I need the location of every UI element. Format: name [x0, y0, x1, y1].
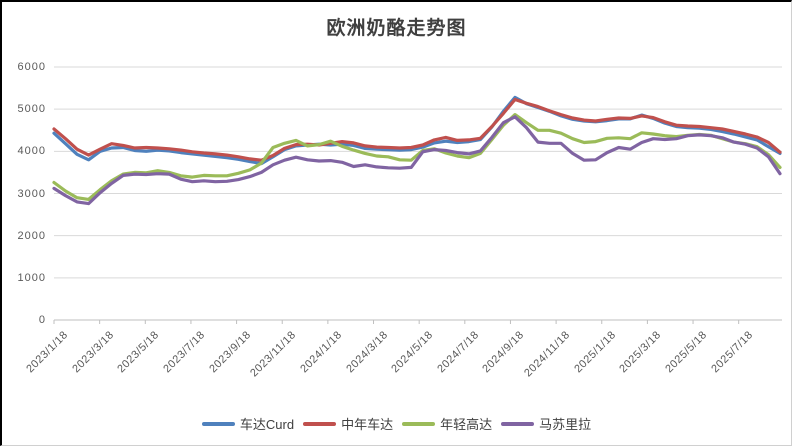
legend: 车达Curd 中年车达 年轻高达 马苏里拉: [2, 414, 791, 433]
legend-swatch-icon: [402, 421, 436, 426]
series-line-2: [52, 112, 782, 201]
y-tick-label: 4000: [17, 145, 46, 158]
legend-swatch-icon: [201, 421, 235, 426]
legend-label: 中年车达: [341, 417, 394, 432]
legend-item-1: 中年车达: [303, 414, 393, 433]
series-line-3: [52, 115, 782, 206]
legend-item-2: 年轻高达: [402, 414, 492, 433]
y-tick-label: 1000: [17, 271, 46, 284]
y-tick-label: 0: [38, 314, 46, 326]
legend-item-3: 马苏里拉: [501, 414, 591, 433]
y-tick-label: 3000: [17, 187, 46, 200]
legend-label: 马苏里拉: [539, 417, 592, 432]
chart-title: 欧洲奶酪走势图: [326, 18, 467, 39]
y-tick-label: 5000: [17, 103, 46, 116]
legend-item-0: 车达Curd: [201, 414, 295, 433]
legend-label: 车达Curd: [239, 417, 295, 432]
y-tick-label: 6000: [17, 61, 46, 73]
series-line-1: [52, 97, 782, 162]
legend-swatch-icon: [303, 421, 337, 426]
legend-swatch-icon: [501, 421, 535, 426]
y-tick-label: 2000: [17, 229, 46, 242]
legend-label: 年轻高达: [440, 417, 493, 432]
